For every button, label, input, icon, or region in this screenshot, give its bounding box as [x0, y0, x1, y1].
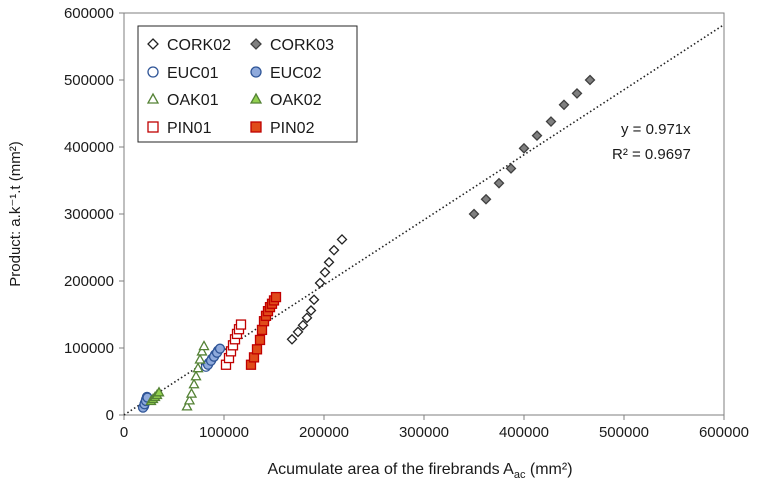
- data-point: [153, 386, 165, 397]
- x-axis-ticks: 0 100000 200000 300000 400000 500000 600000: [120, 415, 749, 441]
- data-point: [531, 130, 543, 142]
- data-point: [319, 266, 331, 278]
- y-tick-label: 600000: [64, 5, 114, 22]
- legend-marker: [146, 92, 160, 104]
- legend-item-cork03: CORK03: [250, 37, 334, 54]
- series-cork03: [468, 74, 596, 220]
- data-point: [192, 362, 204, 373]
- legend-label: PIN01: [167, 120, 212, 137]
- legend-item-oak02: OAK02: [249, 92, 322, 109]
- legend-item-pin01: PIN01: [147, 120, 212, 137]
- legend-label: CORK02: [167, 37, 231, 54]
- x-tick-label: 0: [120, 424, 128, 441]
- legend-label: PIN02: [270, 120, 315, 137]
- data-point: [270, 291, 282, 303]
- y-axis-ticks: 0 100000 200000 300000 400000 500000 600000: [64, 5, 124, 424]
- series-oak02: [145, 386, 165, 406]
- data-point: [505, 163, 517, 174]
- data-point: [584, 74, 596, 86]
- y-tick-label: 300000: [64, 206, 114, 223]
- y-tick-label: 400000: [64, 139, 114, 156]
- data-point: [235, 319, 247, 330]
- data-point: [301, 312, 313, 324]
- data-point: [181, 400, 193, 411]
- legend-marker: [147, 121, 159, 133]
- data-point: [308, 294, 320, 306]
- data-point: [251, 344, 263, 355]
- legend: CORK02 CORK03 EUC01 EUC02 OAK01 OAK02 PIN01 PIN…: [137, 25, 358, 143]
- data-point: [493, 177, 505, 189]
- legend-item-euc01: EUC01: [147, 65, 219, 82]
- x-tick-label: 300000: [399, 424, 449, 441]
- equation-annotation: y = 0.971x: [621, 121, 691, 138]
- data-point: [188, 378, 200, 389]
- series-pin01: [220, 319, 247, 370]
- x-axis-label: Acumulate area of the firebrands Aac (mm…: [267, 461, 572, 481]
- data-point: [190, 370, 202, 381]
- data-point: [196, 345, 208, 356]
- legend-item-pin02: PIN02: [250, 120, 315, 137]
- x-tick-label: 500000: [599, 424, 649, 441]
- data-point: [292, 326, 304, 338]
- data-point: [323, 256, 335, 268]
- data-point: [518, 142, 530, 154]
- x-tick-label: 100000: [199, 424, 249, 441]
- data-point: [305, 305, 317, 316]
- y-tick-label: 0: [106, 407, 114, 424]
- data-point: [297, 319, 309, 331]
- data-point: [198, 340, 210, 351]
- y-tick-label: 200000: [64, 273, 114, 290]
- series-euc02: [137, 343, 226, 413]
- data-point: [558, 99, 570, 111]
- x-tick-label: 400000: [499, 424, 549, 441]
- x-tick-label: 600000: [699, 424, 749, 441]
- legend-label: CORK03: [270, 37, 334, 54]
- data-point: [256, 324, 268, 336]
- legend-item-oak01: OAK01: [146, 92, 219, 109]
- legend-label: OAK01: [167, 92, 219, 109]
- series-oak01: [181, 340, 210, 411]
- data-point: [185, 387, 198, 398]
- data-point: [314, 277, 326, 289]
- legend-marker: [147, 66, 159, 78]
- data-point: [214, 343, 226, 354]
- legend-marker: [250, 121, 262, 133]
- data-point: [183, 394, 196, 405]
- data-point: [545, 116, 557, 127]
- data-point: [571, 87, 583, 99]
- legend-label: EUC01: [167, 65, 219, 82]
- r-squared-annotation: R² = 0.9697: [612, 146, 691, 163]
- y-tick-label: 500000: [64, 72, 114, 89]
- legend-marker: [250, 66, 262, 78]
- legend-item-cork02: CORK02: [147, 37, 231, 54]
- data-point: [468, 208, 480, 220]
- y-tick-label: 100000: [64, 340, 114, 357]
- y-axis-label: Product: a.k⁻¹.t (mm²): [7, 141, 24, 286]
- series-cork02: [286, 234, 348, 345]
- x-tick-label: 200000: [299, 424, 349, 441]
- legend-box: [137, 25, 358, 143]
- trendline: [123, 23, 725, 416]
- data-point: [194, 353, 206, 364]
- series-layer: [137, 74, 596, 413]
- legend-marker: [250, 38, 262, 50]
- series-pin02: [245, 291, 282, 370]
- data-point: [328, 244, 340, 256]
- legend-marker: [249, 92, 263, 104]
- legend-item-euc02: EUC02: [250, 65, 322, 82]
- data-point: [254, 334, 266, 346]
- data-point: [336, 234, 348, 245]
- legend-marker: [147, 38, 159, 50]
- x-axis-label-subscript: ac: [514, 469, 526, 481]
- legend-label: OAK02: [270, 92, 322, 109]
- legend-label: EUC02: [270, 65, 322, 82]
- data-point: [286, 333, 298, 345]
- data-point: [480, 193, 492, 205]
